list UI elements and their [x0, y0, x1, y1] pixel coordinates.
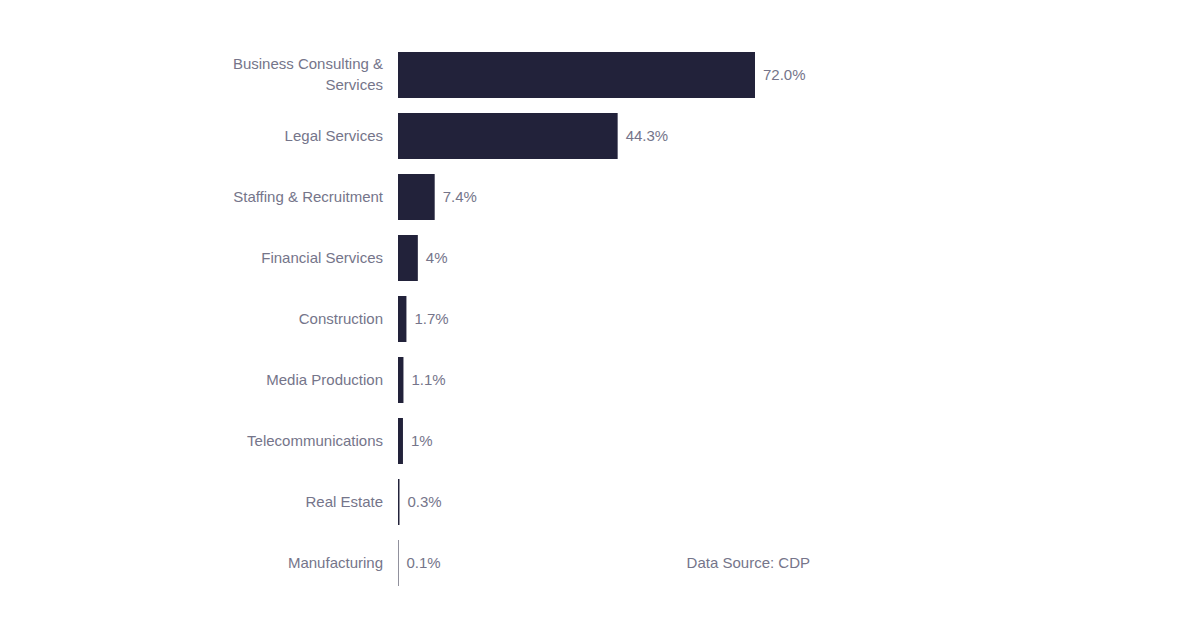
category-label-line: Services	[325, 76, 383, 93]
category-label: Financial Services	[261, 249, 383, 266]
category-label: Media Production	[266, 371, 383, 388]
category-label: Manufacturing	[288, 554, 383, 571]
bar	[398, 113, 618, 159]
tick: Business Consulting & Services	[233, 55, 398, 93]
bar	[398, 357, 403, 403]
tick: Media Production	[266, 371, 398, 388]
tick: Staffing & Recruitment	[233, 188, 398, 205]
data-label: 4%	[426, 249, 448, 266]
data-label: 0.1%	[406, 554, 440, 571]
category-label: Legal Services	[285, 127, 383, 144]
bar	[398, 479, 399, 525]
bar	[398, 296, 406, 342]
category-label: Business Consulting & Services	[233, 55, 383, 93]
tick: Financial Services	[261, 249, 398, 266]
tick: Construction	[299, 310, 398, 327]
category-label: Telecommunications	[247, 432, 383, 449]
bar	[398, 174, 435, 220]
bars	[398, 52, 755, 586]
data-label: 1%	[411, 432, 433, 449]
data-label: 1.1%	[411, 371, 445, 388]
tick: Telecommunications	[247, 432, 398, 449]
category-axis: Business Consulting & Services Legal Servi…	[233, 45, 399, 594]
data-label: 1.7%	[414, 310, 448, 327]
bar	[398, 235, 418, 281]
data-label: 0.3%	[407, 493, 441, 510]
source-note: Data Source: CDP	[687, 554, 810, 571]
category-label-line: Business Consulting &	[233, 55, 383, 72]
category-label: Staffing & Recruitment	[233, 188, 384, 205]
bar	[398, 418, 403, 464]
data-label: 7.4%	[443, 188, 477, 205]
bar	[398, 52, 755, 98]
data-labels: 72.0% 44.3% 7.4% 4% 1.7% 1.1% 1% 0.3% 0.1%	[406, 66, 805, 571]
category-label: Construction	[299, 310, 383, 327]
tick: Real Estate	[305, 493, 398, 510]
category-label: Real Estate	[305, 493, 383, 510]
data-label: 44.3%	[626, 127, 669, 144]
chart: Business Consulting & Services Legal Servi…	[0, 0, 1193, 618]
bar	[398, 540, 399, 586]
tick: Legal Services	[285, 127, 398, 144]
tick: Manufacturing	[288, 554, 398, 571]
data-label: 72.0%	[763, 66, 806, 83]
